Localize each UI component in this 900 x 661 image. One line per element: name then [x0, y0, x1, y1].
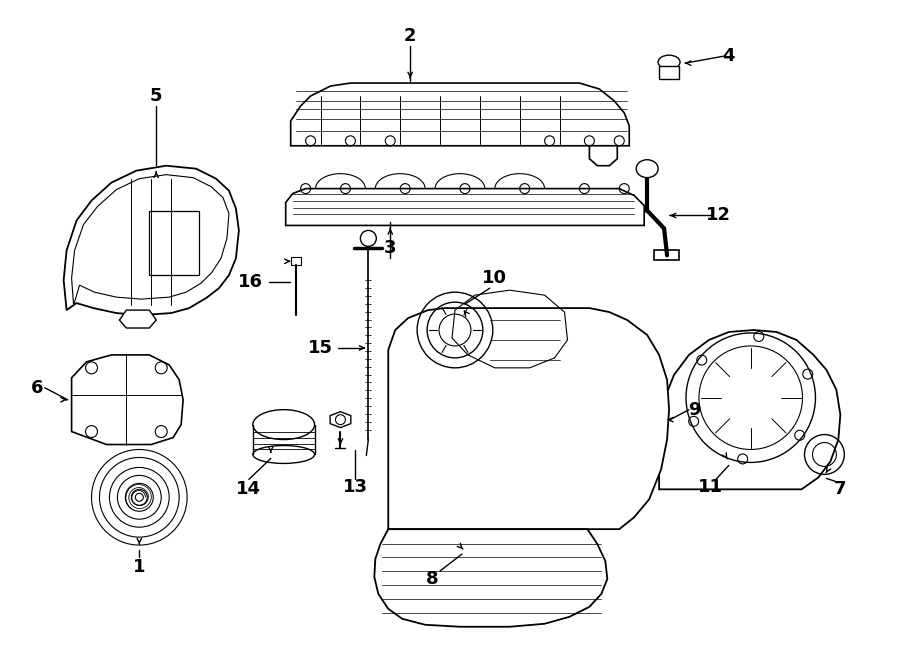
Bar: [291, 257, 301, 265]
Polygon shape: [654, 251, 679, 260]
Polygon shape: [374, 529, 608, 627]
Text: 2: 2: [404, 27, 417, 45]
Text: 5: 5: [150, 87, 163, 105]
Polygon shape: [285, 188, 644, 225]
Text: 14: 14: [237, 481, 261, 498]
Text: 9: 9: [688, 401, 700, 418]
Text: 12: 12: [706, 206, 732, 225]
Ellipse shape: [636, 160, 658, 178]
Text: 4: 4: [723, 47, 735, 65]
Text: 10: 10: [482, 269, 508, 288]
Polygon shape: [659, 66, 679, 79]
Polygon shape: [590, 146, 617, 166]
Text: 15: 15: [308, 339, 333, 357]
Polygon shape: [64, 166, 238, 315]
Polygon shape: [330, 412, 351, 428]
Text: 6: 6: [31, 379, 43, 397]
Text: 1: 1: [133, 558, 146, 576]
Polygon shape: [659, 330, 841, 489]
Ellipse shape: [658, 55, 680, 69]
Text: 11: 11: [698, 479, 724, 496]
Polygon shape: [72, 355, 183, 444]
Ellipse shape: [253, 410, 315, 440]
Text: 7: 7: [834, 481, 847, 498]
Text: 8: 8: [426, 570, 438, 588]
Polygon shape: [120, 310, 157, 328]
Text: 16: 16: [238, 273, 264, 292]
Ellipse shape: [253, 446, 315, 463]
Text: 13: 13: [343, 479, 368, 496]
Polygon shape: [291, 83, 629, 146]
Polygon shape: [388, 308, 669, 529]
Text: 3: 3: [384, 239, 397, 257]
